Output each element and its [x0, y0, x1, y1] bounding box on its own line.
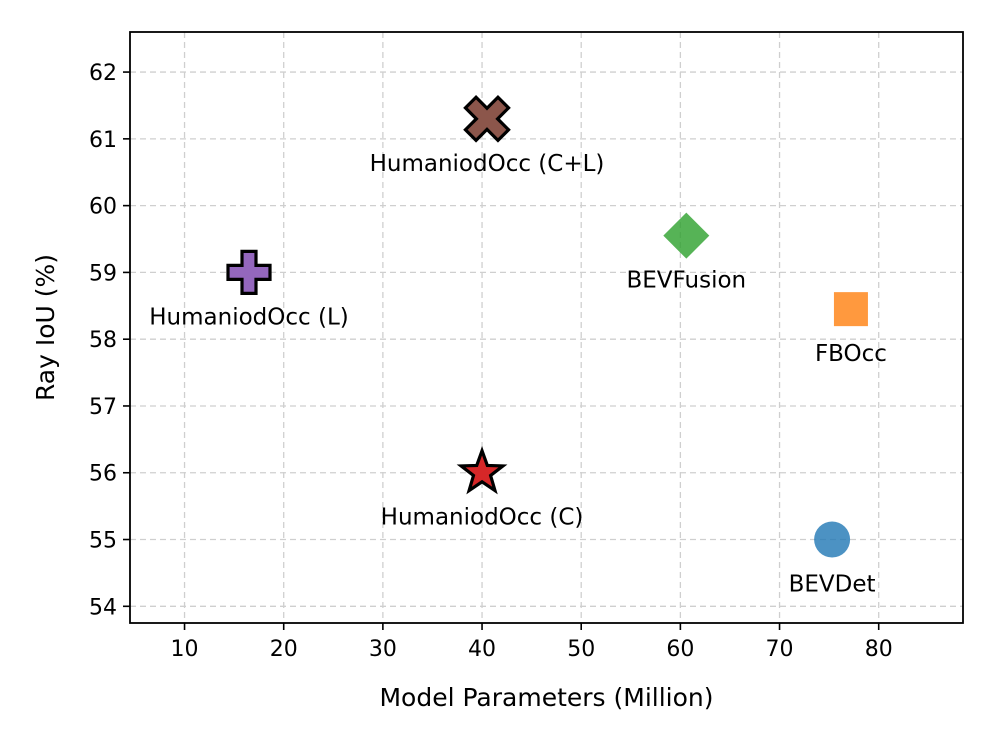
point-bevfusion [663, 212, 710, 259]
x-tick-label: 10 [171, 637, 199, 662]
y-axis-label: Ray IoU (%) [31, 254, 60, 401]
y-tick-label: 55 [89, 529, 117, 554]
x-tick-label: 20 [270, 637, 298, 662]
x-tick-label: 70 [766, 637, 794, 662]
point-label-humaniodocc-c-l: HumaniodOcc (C+L) [370, 151, 605, 177]
point-label-humaniodocc-l: HumaniodOcc (L) [149, 304, 348, 330]
y-tick-label: 58 [89, 328, 117, 353]
x-tick-label: 60 [666, 637, 694, 662]
x-tick-label: 30 [369, 637, 397, 662]
y-tick-label: 57 [89, 395, 117, 420]
y-tick-label: 59 [89, 261, 117, 286]
point-humaniodocc-c [456, 446, 508, 495]
x-tick-label: 40 [468, 637, 496, 662]
point-label-fbocc: FBOcc [815, 341, 887, 367]
point-fbocc [833, 292, 868, 327]
point-labels: BEVDet FBOcc BEVFusion HumaniodOcc (C) Human… [149, 151, 887, 598]
data-points [226, 94, 868, 558]
point-label-bevfusion: BEVFusion [627, 268, 747, 294]
plot-frame [129, 31, 964, 624]
point-label-humaniodocc-c: HumaniodOcc (C) [381, 505, 584, 531]
point-humaniodocc-c-l [463, 94, 511, 143]
y-tick-label: 61 [89, 128, 117, 153]
x-axis-label: Model Parameters (Million) [379, 683, 713, 712]
y-tick-label: 62 [89, 61, 117, 86]
y-tick-label: 54 [89, 595, 117, 620]
point-humaniodocc-l [226, 249, 272, 296]
x-tick-label: 50 [567, 637, 595, 662]
x-tick-label: 80 [865, 637, 893, 662]
y-tick-label: 56 [89, 462, 117, 487]
axis-ticks: 10 20 30 40 50 60 70 80 54 55 56 57 58 59 60 61 62 [89, 61, 893, 662]
y-tick-label: 60 [89, 195, 117, 220]
point-label-bevdet: BEVDet [789, 572, 876, 598]
point-bevdet [814, 521, 851, 558]
